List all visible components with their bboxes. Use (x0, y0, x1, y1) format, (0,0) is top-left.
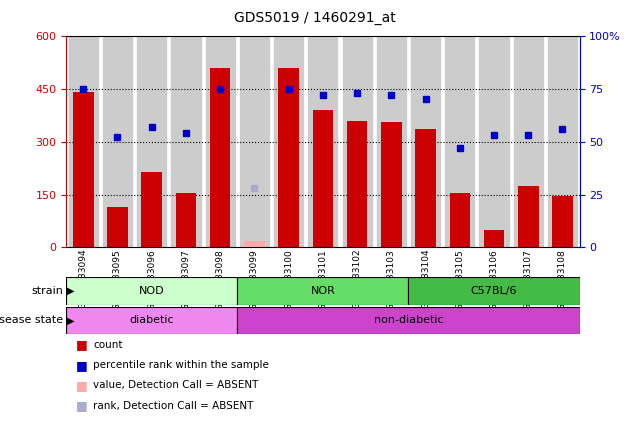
Text: ■: ■ (76, 359, 88, 371)
Bar (107, 207, 128, 247)
Bar (73, 92, 93, 247)
Text: NOD: NOD (139, 286, 164, 296)
Bar (411, 36, 440, 247)
Bar (176, 193, 196, 247)
Bar (240, 36, 269, 247)
Bar (548, 36, 577, 247)
Text: diabetic: diabetic (129, 316, 174, 325)
Bar (66, 277, 238, 305)
Bar (238, 307, 580, 334)
Bar (69, 36, 98, 247)
Bar (513, 36, 543, 247)
Text: NOR: NOR (311, 286, 335, 296)
Text: ▶: ▶ (67, 286, 75, 296)
Bar (137, 36, 166, 247)
Bar (244, 241, 265, 247)
Text: rank, Detection Call = ABSENT: rank, Detection Call = ABSENT (93, 401, 254, 411)
Bar (238, 277, 408, 305)
Text: GDS5019 / 1460291_at: GDS5019 / 1460291_at (234, 11, 396, 25)
Bar (408, 277, 580, 305)
Text: count: count (93, 340, 123, 350)
Bar (205, 36, 235, 247)
Text: ■: ■ (76, 399, 88, 412)
Bar (484, 230, 504, 247)
Text: strain: strain (31, 286, 63, 296)
Bar (308, 36, 338, 247)
Text: ■: ■ (76, 338, 88, 351)
Bar (381, 122, 401, 247)
Bar (312, 110, 333, 247)
Bar (553, 196, 573, 247)
Bar (377, 36, 406, 247)
Bar (274, 36, 303, 247)
Bar (278, 68, 299, 247)
Bar (445, 36, 474, 247)
Text: value, Detection Call = ABSENT: value, Detection Call = ABSENT (93, 380, 259, 390)
Bar (479, 36, 508, 247)
Text: ▶: ▶ (67, 316, 75, 325)
Bar (171, 36, 200, 247)
Text: percentile rank within the sample: percentile rank within the sample (93, 360, 269, 370)
Bar (210, 68, 231, 247)
Bar (518, 186, 539, 247)
Bar (103, 36, 132, 247)
Bar (66, 307, 238, 334)
Bar (347, 121, 367, 247)
Bar (415, 129, 436, 247)
Text: non-diabetic: non-diabetic (374, 316, 444, 325)
Bar (450, 193, 470, 247)
Text: ■: ■ (76, 379, 88, 392)
Bar (142, 172, 162, 247)
Bar (343, 36, 372, 247)
Text: disease state: disease state (0, 316, 63, 325)
Text: C57BL/6: C57BL/6 (471, 286, 517, 296)
